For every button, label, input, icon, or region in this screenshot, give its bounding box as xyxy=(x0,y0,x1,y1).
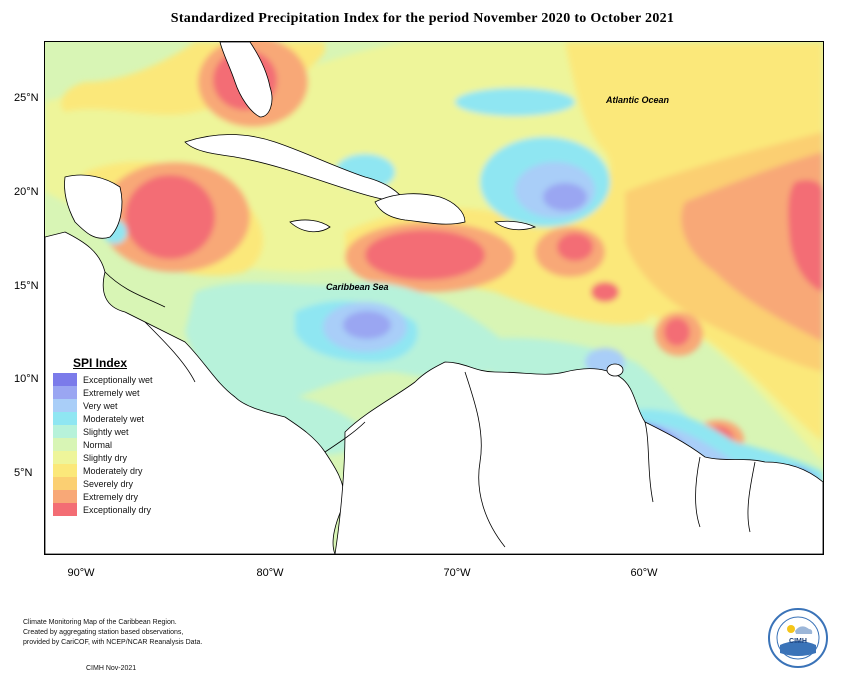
trinidad xyxy=(606,363,624,377)
border-central-america-1 xyxy=(104,271,166,308)
border-central-america-2 xyxy=(144,321,196,383)
exceptionally-dry-yucatan xyxy=(125,175,215,259)
legend-item: Moderately dry xyxy=(53,464,160,477)
lon-label-90w: 90°W xyxy=(67,567,95,579)
legend-label: Slightly wet xyxy=(83,426,129,437)
legend-swatch xyxy=(53,438,77,451)
legend-swatch xyxy=(53,451,77,464)
legend-rows: Exceptionally wet Extremely wet Very wet Mo… xyxy=(53,373,160,516)
lat-label-10n: 10°N xyxy=(14,373,39,385)
lat-label-25n: 25°N xyxy=(14,92,39,104)
extremely-wet-atlantic xyxy=(543,183,587,211)
country-borders xyxy=(104,271,756,548)
footnote: Climate Monitoring Map of the Caribbean … xyxy=(23,618,263,648)
border-suriname-guiana xyxy=(747,461,756,533)
lon-label-60w: 60°W xyxy=(630,567,658,579)
logo-text: CIMH xyxy=(789,638,807,645)
yucatan xyxy=(64,174,123,239)
legend-item: Extremely dry xyxy=(53,490,160,503)
legend-swatch xyxy=(53,464,77,477)
exceptionally-dry-east xyxy=(788,180,823,292)
legend-swatch xyxy=(53,399,77,412)
cimh-logo: CIMH xyxy=(768,608,828,668)
spi-legend: SPI Index Exceptionally wet Extremely wet… xyxy=(53,354,160,516)
legend-item: Slightly wet xyxy=(53,425,160,438)
legend-label: Moderately dry xyxy=(83,465,143,476)
border-venezuela-guyana xyxy=(644,421,654,503)
atlantic-ocean-label: Atlantic Ocean xyxy=(606,95,670,105)
legend-item: Exceptionally wet xyxy=(53,373,160,386)
legend-label: Severely dry xyxy=(83,478,134,489)
border-panama-colombia xyxy=(324,421,366,453)
legend-swatch xyxy=(53,412,77,425)
caribbean-sea-label: Caribbean Sea xyxy=(326,282,389,292)
footnote-line: Created by aggregating station based obs… xyxy=(23,629,184,636)
spi-map xyxy=(44,41,824,555)
extremely-dry-east xyxy=(681,152,823,342)
legend-swatch xyxy=(53,373,77,386)
south-america xyxy=(334,361,823,554)
puerto-rico xyxy=(494,220,537,231)
exceptionally-dry-hispaniola-south xyxy=(365,230,485,280)
lon-label-70w: 70°W xyxy=(443,567,471,579)
florida xyxy=(219,42,273,118)
hispaniola xyxy=(374,193,466,225)
legend-item: Moderately wet xyxy=(53,412,160,425)
legend-swatch xyxy=(53,386,77,399)
legend-label: Exceptionally dry xyxy=(83,504,152,515)
legend-item: Extremely wet xyxy=(53,386,160,399)
exceptionally-dry-barbados xyxy=(664,318,690,346)
legend-item: Slightly dry xyxy=(53,451,160,464)
extremely-wet-caribbean xyxy=(343,311,391,339)
map-title: Standardized Precipitation Index for the… xyxy=(170,11,675,26)
legend-title: SPI Index xyxy=(73,356,128,370)
legend-label: Moderately wet xyxy=(83,413,145,424)
footnote-line: provided by CariCOF, with NCEP/NCAR Rean… xyxy=(23,639,203,646)
lat-label-20n: 20°N xyxy=(14,186,39,198)
border-guyana-suriname xyxy=(695,456,701,528)
legend-swatch xyxy=(53,425,77,438)
exceptionally-dry-lesser-antilles xyxy=(557,233,593,261)
legend-item: Exceptionally dry xyxy=(53,503,160,516)
lat-label-15n: 15°N xyxy=(14,280,39,292)
legend-swatch xyxy=(53,503,77,516)
legend-item: Normal xyxy=(53,438,160,451)
moderately-wet-gulf xyxy=(455,88,575,116)
jamaica xyxy=(289,219,331,233)
legend-swatch xyxy=(53,490,77,503)
legend-item: Severely dry xyxy=(53,477,160,490)
exceptionally-dry-antigua xyxy=(591,282,619,302)
legend-label: Exceptionally wet xyxy=(83,374,153,385)
footnote-date: CIMH Nov-2021 xyxy=(86,665,137,672)
legend-label: Extremely dry xyxy=(83,491,139,502)
legend-label: Very wet xyxy=(83,400,118,411)
legend-label: Slightly dry xyxy=(83,452,128,463)
legend-item: Very wet xyxy=(53,399,160,412)
border-colombia-venezuela xyxy=(464,371,506,548)
legend-label: Extremely wet xyxy=(83,387,140,398)
spi-map-canvas xyxy=(45,42,823,554)
lat-label-5n: 5°N xyxy=(14,467,33,479)
lon-label-80w: 80°W xyxy=(256,567,284,579)
footnote-line: Climate Monitoring Map of the Caribbean … xyxy=(23,619,177,626)
legend-label: Normal xyxy=(83,439,113,450)
legend-swatch xyxy=(53,477,77,490)
